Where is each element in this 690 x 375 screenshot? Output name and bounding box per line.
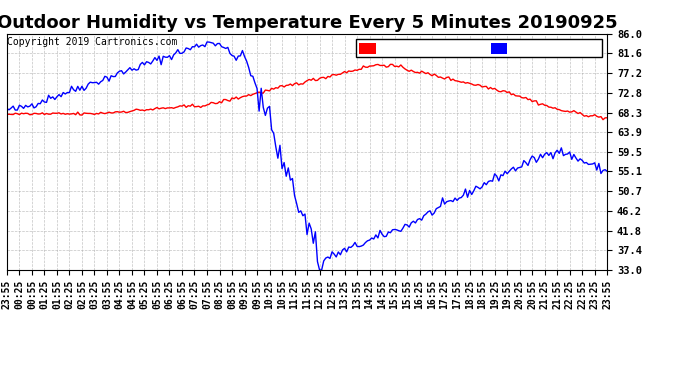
Text: Copyright 2019 Cartronics.com: Copyright 2019 Cartronics.com: [7, 37, 177, 47]
Legend: Temperature (°F), Humidity  (%): Temperature (°F), Humidity (%): [356, 39, 602, 57]
Title: Outdoor Humidity vs Temperature Every 5 Minutes 20190925: Outdoor Humidity vs Temperature Every 5 …: [0, 14, 618, 32]
